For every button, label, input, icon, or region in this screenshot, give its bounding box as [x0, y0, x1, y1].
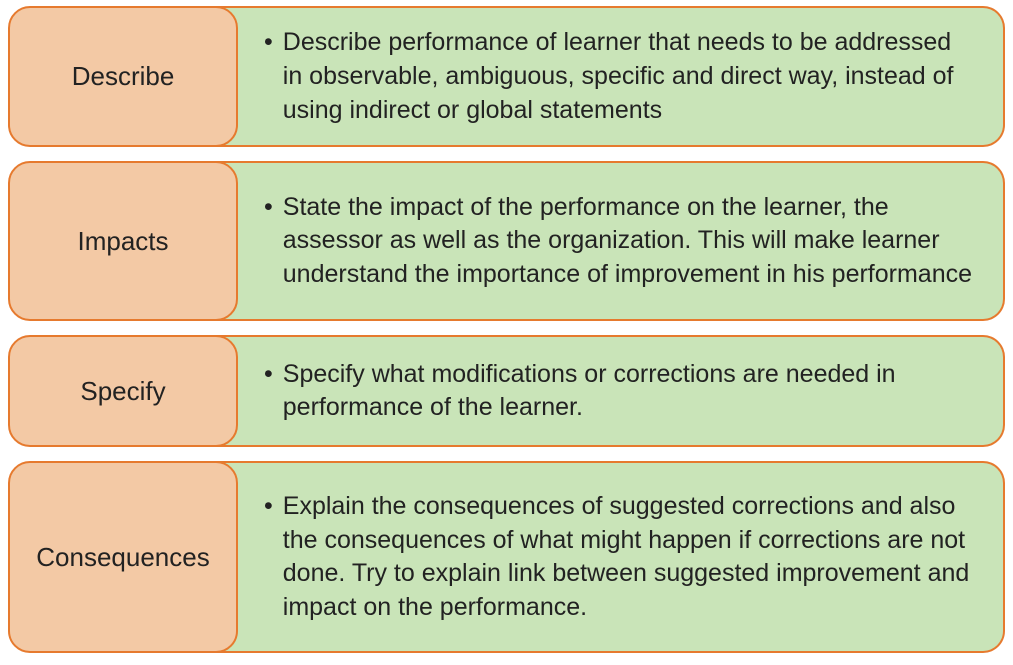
- label-text: Describe: [72, 61, 175, 92]
- bullet-item: • Specify what modifications or correcti…: [264, 358, 975, 426]
- bullet-item: • Explain the consequences of suggested …: [264, 490, 975, 625]
- bullet-dot: •: [264, 26, 273, 60]
- bullet-dot: •: [264, 490, 273, 524]
- diagram-row-impacts: Impacts • State the impact of the perfor…: [8, 161, 1005, 321]
- desc-text: Specify what modifications or correction…: [283, 358, 975, 426]
- diagram-row-describe: Describe • Describe performance of learn…: [8, 6, 1005, 147]
- desc-box-consequences: • Explain the consequences of suggested …: [216, 461, 1005, 653]
- label-box-consequences: Consequences: [8, 461, 238, 653]
- label-text: Impacts: [77, 226, 168, 257]
- label-text: Specify: [80, 376, 165, 407]
- diagram-row-specify: Specify • Specify what modifications or …: [8, 335, 1005, 447]
- label-box-describe: Describe: [8, 6, 238, 147]
- bullet-dot: •: [264, 191, 273, 225]
- desc-box-impacts: • State the impact of the performance on…: [216, 161, 1005, 321]
- label-text: Consequences: [36, 542, 209, 573]
- desc-text: Explain the consequences of suggested co…: [283, 490, 975, 625]
- bullet-dot: •: [264, 358, 273, 392]
- desc-text: State the impact of the performance on t…: [283, 191, 975, 292]
- bullet-item: • Describe performance of learner that n…: [264, 26, 975, 127]
- label-box-specify: Specify: [8, 335, 238, 447]
- desc-box-specify: • Specify what modifications or correcti…: [216, 335, 1005, 447]
- label-box-impacts: Impacts: [8, 161, 238, 321]
- desc-text: Describe performance of learner that nee…: [283, 26, 975, 127]
- diagram-row-consequences: Consequences • Explain the consequences …: [8, 461, 1005, 653]
- bullet-item: • State the impact of the performance on…: [264, 191, 975, 292]
- desc-box-describe: • Describe performance of learner that n…: [216, 6, 1005, 147]
